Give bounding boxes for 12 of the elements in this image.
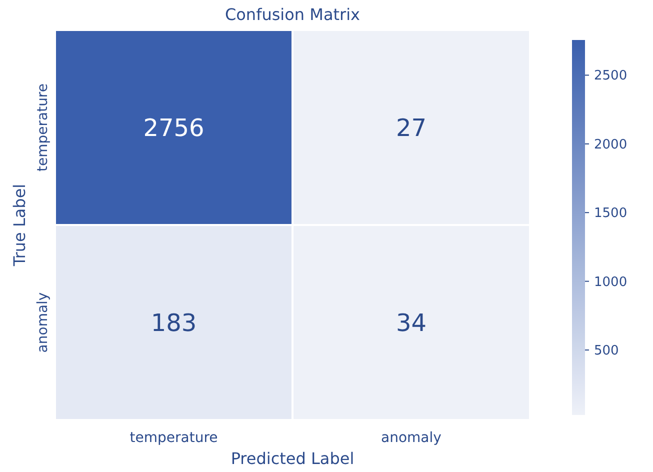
color-bar-label: 2000 [594, 137, 628, 152]
x-axis-title: Predicted Label [230, 449, 354, 468]
data-label: 183 [150, 308, 197, 337]
color-bar-label: 1000 [594, 274, 628, 290]
data-label: 2756 [143, 114, 204, 142]
color-bar-label: 500 [594, 344, 619, 359]
data-label: 34 [396, 308, 427, 337]
color-bar-label: 2500 [594, 68, 628, 84]
chart-title: Confusion Matrix [224, 5, 360, 24]
y-axis-title: True Label [10, 184, 29, 268]
data-label: 27 [396, 114, 427, 142]
color-bar-label: 1500 [594, 206, 628, 222]
